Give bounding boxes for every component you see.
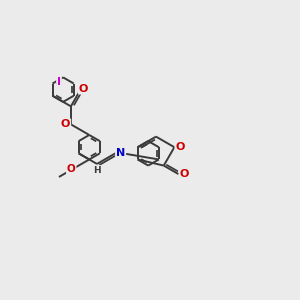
Text: N: N (116, 148, 125, 158)
Text: H: H (93, 166, 101, 175)
Text: O: O (79, 84, 88, 94)
Text: O: O (67, 164, 76, 174)
Text: O: O (180, 169, 189, 179)
Text: O: O (176, 142, 185, 152)
Text: O: O (61, 119, 70, 129)
Text: I: I (57, 77, 61, 87)
